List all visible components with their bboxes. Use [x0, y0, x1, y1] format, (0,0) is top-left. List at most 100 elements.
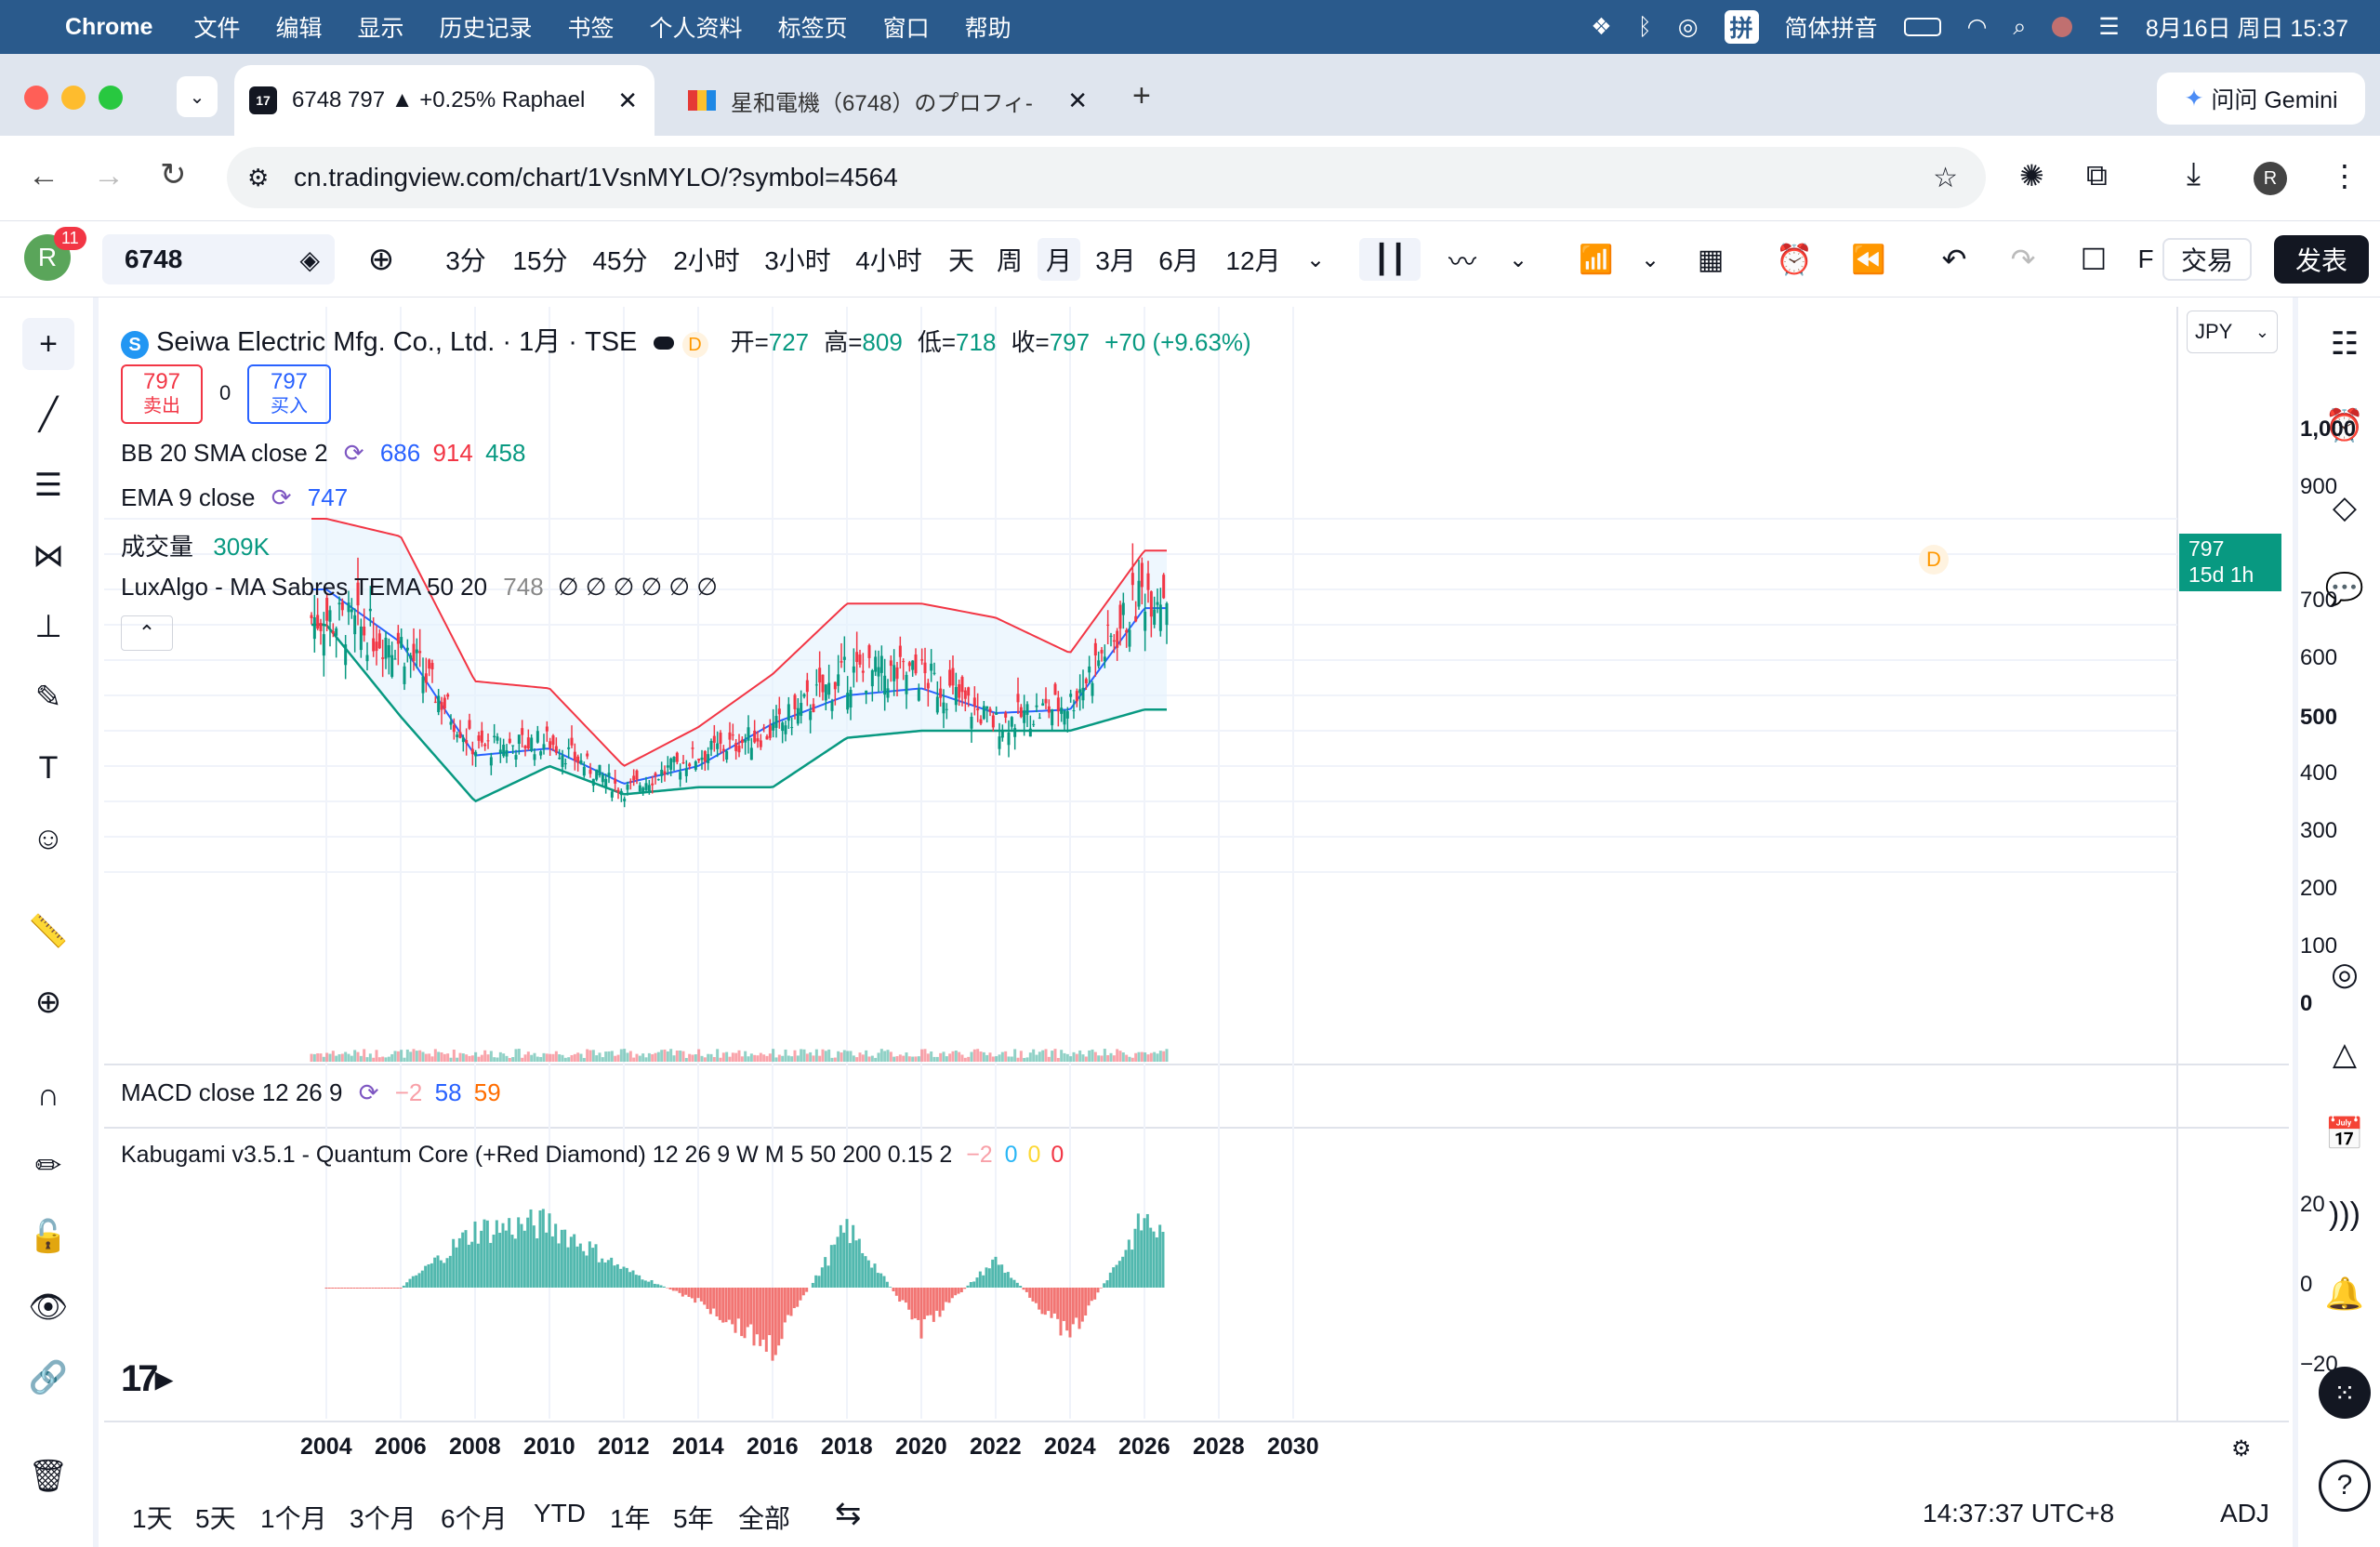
pattern-triangle-icon[interactable]: △: [2332, 1037, 2358, 1072]
tab-close-icon[interactable]: ✕: [617, 86, 638, 114]
buy-button[interactable]: 797 买入: [247, 364, 331, 424]
interval-3h[interactable]: 3小时: [764, 246, 831, 275]
menu-item[interactable]: 显示: [357, 16, 404, 42]
menu-item[interactable]: 帮助: [964, 16, 1012, 42]
reload-icon[interactable]: ↻: [160, 157, 187, 192]
chart-type-dropdown-icon[interactable]: ⌄: [1508, 246, 1528, 272]
minimize-window-button[interactable]: [61, 86, 86, 110]
candles-chart-type-icon[interactable]: ┃┃: [1359, 238, 1421, 281]
fib-lines-icon[interactable]: ☰: [33, 468, 63, 503]
maximize-window-button[interactable]: [99, 86, 123, 110]
tab-search-button[interactable]: ⌄: [177, 76, 218, 117]
volume-legend[interactable]: 成交量 309K: [121, 528, 270, 562]
compare-add-icon[interactable]: ⊕: [367, 242, 395, 277]
search-icon[interactable]: ⌕: [2013, 13, 2027, 40]
apps-grid-icon[interactable]: ⁙: [2319, 1367, 2371, 1419]
calendar-icon[interactable]: 📅: [2324, 1117, 2365, 1152]
chrome-menu-icon[interactable]: ⋮: [2330, 159, 2360, 192]
url-field[interactable]: ⚙ cn.tradingview.com/chart/1VsnMYLO/?sym…: [227, 147, 1986, 208]
crosshair-icon[interactable]: +: [22, 318, 74, 370]
macd-legend[interactable]: MACD close 12 26 9 ⟳ −2 58 59: [121, 1078, 501, 1107]
indicator-line-icon[interactable]: 〰: [1448, 247, 1476, 278]
chart-pane[interactable]: S Seiwa Electric Mfg. Co., Ltd. · 1月 · T…: [104, 307, 2356, 1461]
new-tab-button[interactable]: +: [1132, 78, 1151, 113]
range-5d[interactable]: 5天: [195, 1504, 236, 1533]
siri-icon[interactable]: [2052, 17, 2073, 37]
airdrop-icon[interactable]: ◎: [1677, 14, 1699, 40]
bluetooth-icon[interactable]: ᛒ: [1637, 13, 1652, 40]
symbol-search[interactable]: 6748 ◈: [102, 234, 335, 284]
broadcast-icon[interactable]: ))): [2329, 1196, 2360, 1232]
menu-item[interactable]: 历史记录: [439, 16, 533, 42]
range-all[interactable]: 全部: [738, 1504, 791, 1533]
range-6m[interactable]: 6个月: [441, 1504, 508, 1533]
kabugami-legend[interactable]: Kabugami v3.5.1 - Quantum Core (+Red Dia…: [121, 1142, 1064, 1169]
menu-item[interactable]: 窗口: [882, 16, 930, 42]
eye-icon[interactable]: 👁: [28, 1289, 69, 1325]
chat-icon[interactable]: 💬: [2324, 572, 2365, 607]
interval-2h[interactable]: 2小时: [673, 246, 740, 275]
publish-button[interactable]: 发表: [2274, 235, 2369, 284]
target-icon[interactable]: ◎: [2331, 957, 2359, 992]
trash-icon[interactable]: 🗑: [28, 1459, 69, 1494]
extensions-icon[interactable]: ⧉: [2086, 158, 2108, 192]
clock[interactable]: 8月16日 周日 15:37: [2145, 16, 2348, 42]
gemini-button[interactable]: ✦ 问问 Gemini: [2157, 73, 2365, 125]
menu-item[interactable]: 编辑: [275, 16, 323, 42]
brush-icon[interactable]: ✎: [34, 680, 62, 715]
bell-icon[interactable]: 🔔: [2324, 1276, 2365, 1312]
pattern-icon[interactable]: ⋈: [33, 538, 64, 574]
range-5y[interactable]: 5年: [673, 1504, 714, 1533]
currency-select[interactable]: JPY ⌄: [2187, 311, 2278, 353]
interval-3m[interactable]: 3分: [445, 246, 486, 275]
indicators-dropdown-icon[interactable]: ⌄: [1640, 246, 1660, 272]
luxalgo-legend[interactable]: LuxAlgo - MA Sabres TEMA 50 20 748 ∅ ∅ ∅…: [121, 573, 718, 602]
link-icon[interactable]: 🔗: [28, 1360, 69, 1395]
undo-icon[interactable]: ↶: [1941, 243, 1967, 276]
intervals-dropdown-icon[interactable]: ⌄: [1305, 246, 1326, 272]
interval-15m[interactable]: 15分: [512, 246, 568, 275]
interval-4h[interactable]: 4小时: [855, 246, 922, 275]
site-settings-icon[interactable]: ⚙: [247, 163, 270, 192]
ruler-icon[interactable]: 📏: [28, 914, 69, 949]
layouts-grid-icon[interactable]: ▦: [1697, 244, 1725, 275]
forward-arrow-icon[interactable]: →: [93, 158, 125, 193]
menu-item[interactable]: 个人资料: [649, 16, 743, 42]
bookmark-star-icon[interactable]: ☆: [1933, 162, 1958, 193]
dropbox-icon[interactable]: ❖: [1591, 14, 1612, 40]
ime-label[interactable]: 简体拼音: [1784, 16, 1878, 42]
interval-week[interactable]: 周: [996, 246, 1023, 275]
dividend-marker[interactable]: D: [1919, 545, 1949, 575]
chatgpt-extension-icon[interactable]: ✺: [2019, 159, 2044, 192]
redo-icon[interactable]: ↷: [2010, 243, 2036, 276]
zoom-in-icon[interactable]: ⊕: [34, 985, 62, 1020]
clock-timezone[interactable]: 14:37:37 UTC+8: [1923, 1499, 2115, 1527]
refresh-icon[interactable]: ⟳: [271, 483, 292, 511]
battery-icon[interactable]: [1903, 18, 1941, 36]
range-1m[interactable]: 1个月: [260, 1504, 327, 1533]
range-ytd[interactable]: YTD: [534, 1499, 586, 1527]
interval-day[interactable]: 天: [947, 246, 974, 275]
indicators-icon[interactable]: 📶: [1579, 244, 1614, 275]
emoji-icon[interactable]: ☺: [32, 820, 65, 856]
fullscreen-square-icon[interactable]: ☐: [2080, 243, 2108, 276]
download-icon[interactable]: ⤓: [2187, 156, 2202, 192]
adjust-toggle[interactable]: ADJ: [2220, 1499, 2269, 1527]
interval-month[interactable]: 月: [1038, 238, 1080, 281]
chart-svg[interactable]: [104, 307, 2289, 1422]
chart-title[interactable]: Seiwa Electric Mfg. Co., Ltd. · 1月 · TSE: [156, 327, 638, 357]
range-1y[interactable]: 1年: [610, 1504, 651, 1533]
interval-45m[interactable]: 45分: [592, 246, 648, 275]
refresh-icon[interactable]: ⟳: [343, 439, 364, 467]
back-arrow-icon[interactable]: ←: [28, 158, 60, 193]
close-window-button[interactable]: [24, 86, 48, 110]
range-1d[interactable]: 1天: [132, 1504, 173, 1533]
tab-seiwa-profile[interactable]: 星和電機（6748）のプロフィ- ✕: [688, 65, 1097, 136]
ime-badge[interactable]: 拼: [1724, 10, 1759, 44]
interval-6month[interactable]: 6月: [1158, 246, 1199, 275]
axis-settings-icon[interactable]: ⚙: [2231, 1436, 2252, 1461]
replay-icon[interactable]: ⏪: [1851, 244, 1886, 275]
app-menu[interactable]: Chrome: [65, 13, 153, 40]
alerts-clock-icon[interactable]: ⏰: [2324, 408, 2365, 443]
goto-date-icon[interactable]: ⇆: [835, 1496, 862, 1531]
